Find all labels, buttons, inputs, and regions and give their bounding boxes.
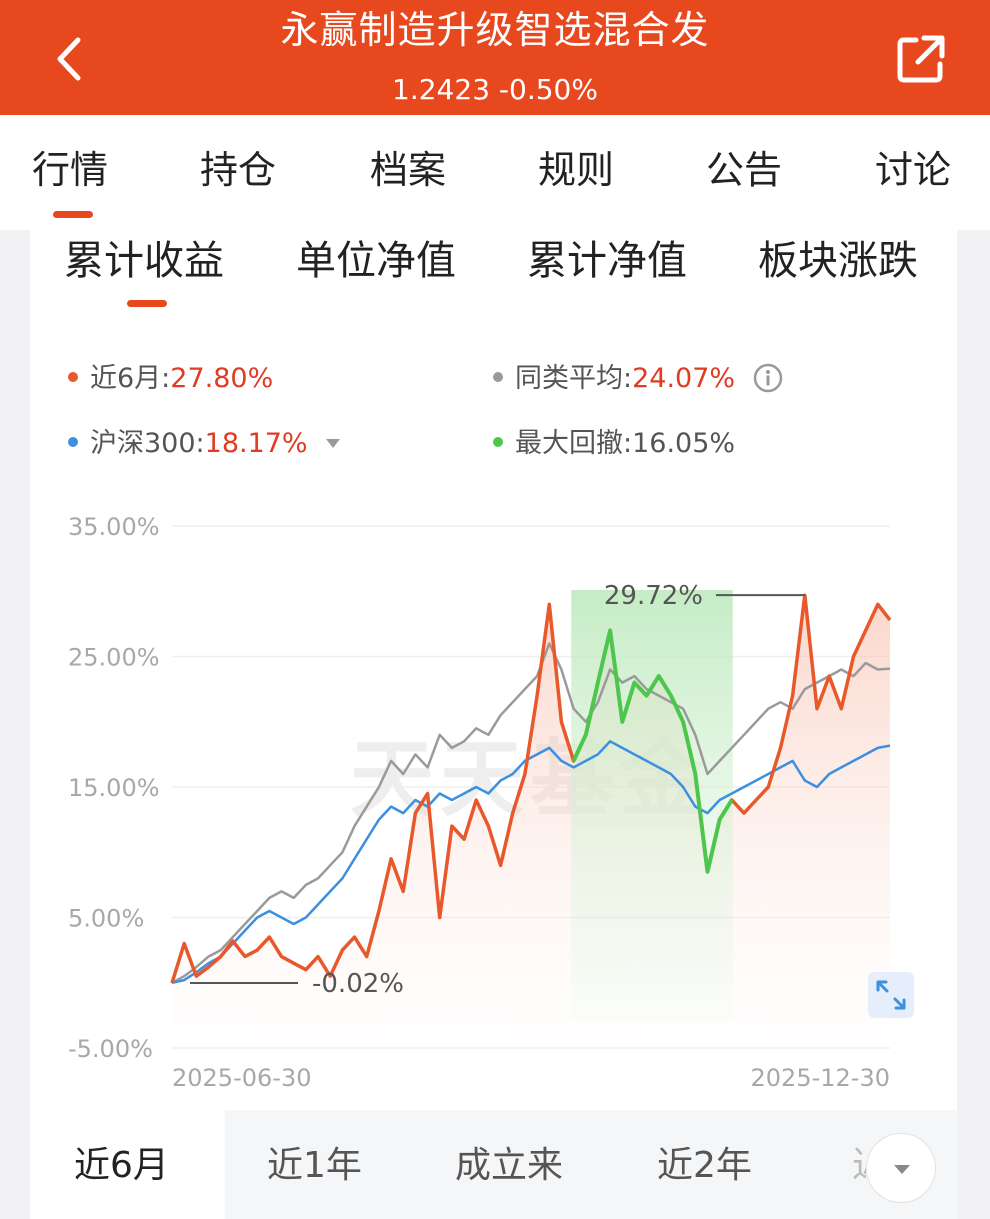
y-tick-label: 5.00%: [68, 905, 144, 933]
min-annotation: -0.02%: [312, 969, 404, 999]
info-icon[interactable]: [752, 362, 784, 394]
x-tick-label: 2025-06-30: [172, 1064, 311, 1092]
y-tick-label: 15.00%: [68, 774, 160, 802]
chevron-down-icon: [894, 1165, 910, 1174]
period-6m[interactable]: 近6月: [74, 1145, 169, 1186]
y-tick-label: 25.00%: [68, 644, 160, 672]
period-selector: [225, 1110, 957, 1219]
y-tick-label: -5.00%: [68, 1035, 153, 1063]
back-arrow-icon[interactable]: [50, 34, 90, 84]
share-icon[interactable]: [894, 32, 948, 86]
series-line-同类平均: [171, 642, 891, 984]
legend-peer-dot: [493, 371, 503, 382]
legend-index-value: 18.17%: [204, 428, 308, 459]
tab-holdings[interactable]: 持仓: [200, 148, 277, 192]
series-line-沪深300: [171, 740, 891, 985]
more-periods-button[interactable]: [866, 1133, 936, 1203]
legend-index-dot: [68, 436, 78, 447]
chart-lines: [170, 593, 892, 985]
fund-nav-change: 1.2423 -0.50%: [392, 73, 598, 106]
main-tabs: 行情 持仓 档案 规则 公告 讨论: [0, 115, 990, 230]
series-line-近6月: [170, 593, 892, 984]
tab-rules[interactable]: 规则: [538, 148, 615, 192]
legend-peer-value: 24.07%: [632, 363, 736, 394]
drawdown-band: [571, 590, 733, 1020]
legend-fund-value: 27.80%: [170, 363, 274, 394]
legend-index-label: 沪深300:: [90, 428, 205, 459]
tab-discussion[interactable]: 讨论: [875, 148, 952, 192]
fund-title: 永赢制造升级智选混合发: [280, 8, 710, 52]
legend-fund-dot: [68, 371, 78, 382]
tab-active-indicator: [53, 211, 93, 218]
fund-area: [172, 595, 890, 1040]
legend-peer-label: 同类平均:: [515, 363, 633, 394]
period-2y[interactable]: 近2年: [657, 1145, 752, 1186]
y-tick-label: 35.00%: [68, 513, 160, 541]
subtab-sector-change[interactable]: 板块涨跌: [758, 238, 918, 284]
legend-drawdown-value: 16.05%: [632, 428, 736, 459]
subtab-cumulative-return[interactable]: 累计收益: [64, 238, 224, 284]
period-since-inception[interactable]: 成立来: [455, 1145, 564, 1186]
tab-market[interactable]: 行情: [32, 148, 109, 192]
period-1y[interactable]: 近1年: [267, 1145, 362, 1186]
max-annotation: 29.72%: [604, 581, 703, 611]
tab-announcements[interactable]: 公告: [706, 148, 783, 192]
legend-drawdown-label: 最大回撤:: [515, 428, 633, 459]
subtab-active-indicator: [127, 300, 167, 307]
legend-index[interactable]: 沪深300:18.17%: [68, 426, 308, 462]
drawdown-line: [571, 628, 734, 874]
expand-icon: [876, 980, 906, 1010]
period-more-partial[interactable]: 近: [852, 1140, 866, 1192]
app-header: 永赢制造升级智选混合发 1.2423 -0.50%: [0, 0, 990, 115]
legend-fund: 近6月:27.80%: [68, 361, 273, 397]
legend-fund-label: 近6月:: [90, 363, 171, 394]
subtab-unit-nav[interactable]: 单位净值: [296, 238, 456, 284]
tab-profile[interactable]: 档案: [370, 148, 447, 192]
legend-max-drawdown: 最大回撤:16.05%: [493, 426, 735, 462]
chart-areas: [172, 590, 890, 1040]
legend-peer-average: 同类平均:24.07%: [493, 361, 735, 397]
fullscreen-button[interactable]: [868, 972, 914, 1018]
legend-drawdown-dot: [493, 436, 503, 447]
subtab-cumulative-nav[interactable]: 累计净值: [527, 238, 687, 284]
chart-annotations: 29.72% -0.02%: [190, 581, 805, 999]
x-tick-label: 2025-12-30: [751, 1064, 890, 1092]
chevron-down-icon[interactable]: [325, 437, 341, 449]
